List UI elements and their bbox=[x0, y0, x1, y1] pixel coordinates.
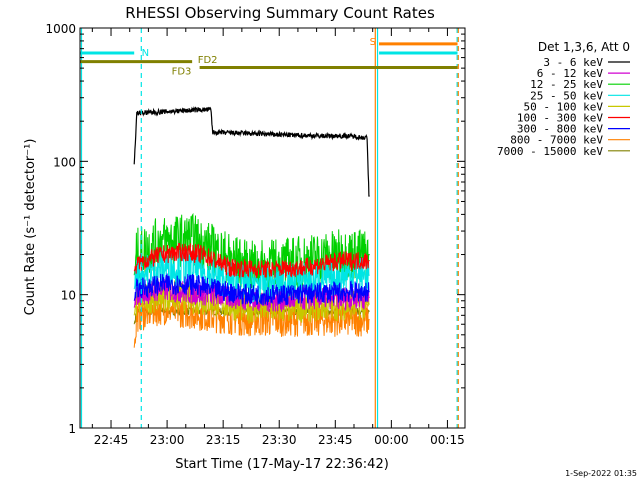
series-3-6-kev-line bbox=[133, 106, 370, 197]
chart-title: RHESSI Observing Summary Count Rates bbox=[125, 4, 435, 22]
legend-label: 12 - 25 keV bbox=[530, 78, 603, 91]
flag-label-fd3: FD3 bbox=[172, 67, 192, 78]
y-tick-label: 10 bbox=[61, 289, 76, 303]
legend-label: 100 - 300 keV bbox=[517, 112, 603, 125]
x-tick-label: 23:15 bbox=[206, 433, 241, 447]
x-tick-label: 00:00 bbox=[374, 433, 409, 447]
legend-label: 25 - 50 keV bbox=[530, 89, 603, 102]
series-300-800-kev-line bbox=[133, 273, 370, 306]
x-tick-label: 22:45 bbox=[94, 433, 129, 447]
plot-frame bbox=[79, 27, 466, 429]
legend-label: 50 - 100 keV bbox=[524, 100, 604, 113]
x-axis-label: Start Time (17-May-17 22:36:42) bbox=[175, 457, 389, 472]
legend-label: 3 - 6 keV bbox=[543, 56, 603, 69]
legend-label: 6 - 12 keV bbox=[537, 67, 604, 80]
x-tick-label: 23:45 bbox=[318, 433, 353, 447]
flag-label-n: N bbox=[142, 48, 149, 59]
x-tick-label: 23:00 bbox=[150, 433, 185, 447]
x-tick-label: 23:30 bbox=[262, 433, 297, 447]
y-tick-label: 1 bbox=[68, 422, 76, 436]
legend-label: 7000 - 15000 keV bbox=[497, 145, 603, 158]
legend-title: Det 1,3,6, Att 0 bbox=[538, 40, 630, 54]
flag-label-s: S bbox=[370, 37, 376, 48]
x-tick-label: 00:15 bbox=[430, 433, 465, 447]
flag-label-fd2: FD2 bbox=[198, 55, 218, 66]
legend-label: 800 - 7000 keV bbox=[510, 134, 603, 147]
y-tick-label: 100 bbox=[53, 155, 76, 169]
y-tick-label: 1000 bbox=[45, 22, 76, 36]
legend-label: 300 - 800 keV bbox=[517, 123, 603, 136]
series-100-300-kev-line bbox=[133, 242, 370, 279]
footer-timestamp: 1-Sep-2022 01:35 bbox=[565, 469, 637, 478]
y-axis-label: Count Rate (s⁻¹ detector⁻¹) bbox=[23, 139, 38, 316]
